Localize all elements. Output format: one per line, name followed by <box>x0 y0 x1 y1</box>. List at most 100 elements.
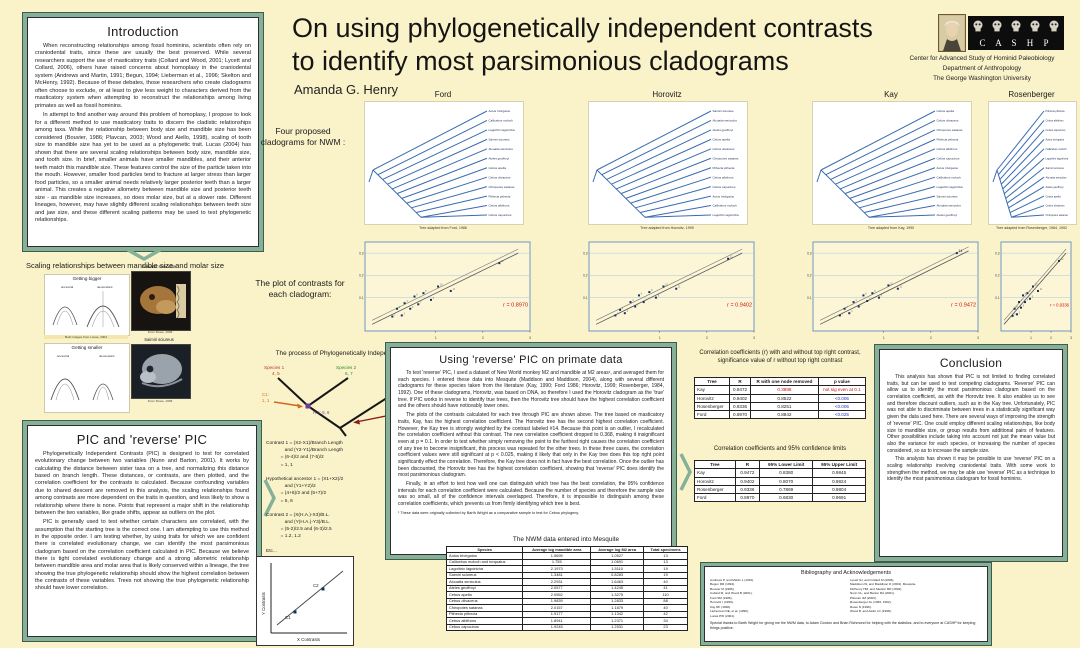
process-formulas: Contrast 1 = (X2-X1)/Branch Length and (… <box>266 441 344 554</box>
author-name: Amanda G. Henry <box>294 82 399 97</box>
table1-title: Correlation coefficients (r) with and wi… <box>699 350 861 364</box>
scaling-section-label: Scaling relationships between mandible s… <box>26 261 225 270</box>
svg-text:2: 2 <box>846 307 848 309</box>
svg-text:0.1: 0.1 <box>807 296 812 300</box>
svg-text:3: 3 <box>1070 336 1072 340</box>
table-cell: Horovitz <box>693 393 731 403</box>
getting-smaller-title: Getting smaller <box>71 345 103 350</box>
svg-text:r = 0.9336: r = 0.9336 <box>1050 303 1070 308</box>
svg-text:C1:: C1: <box>262 392 269 397</box>
svg-text:10: 10 <box>890 283 893 285</box>
bibliography-entry: Nunn CL, and Barton RA (2001). <box>850 591 895 596</box>
svg-text:2: 2 <box>1050 336 1052 340</box>
table-cell: 0.9402 <box>734 476 761 486</box>
svg-text:Cebus apella: Cebus apella <box>713 138 731 142</box>
photo1-caption: From Rowe, 1996 <box>147 330 173 334</box>
table-cell: not sig even at 0.1 <box>817 385 867 395</box>
svg-text:Alouatta seniculus: Alouatta seniculus <box>937 204 962 208</box>
bibliography-entry: Wood B, and Aiello LC (1998). <box>850 609 892 614</box>
svg-text:Ateles geoffroyi: Ateles geoffroyi <box>1046 185 1064 189</box>
svg-text:9: 9 <box>433 298 435 300</box>
svg-text:3: 3 <box>627 311 629 313</box>
alouatta-photo <box>131 271 191 331</box>
svg-text:14: 14 <box>959 249 963 253</box>
portrait-logo <box>938 14 966 52</box>
svg-text:5: 5 <box>637 305 639 307</box>
svg-text:8: 8 <box>874 291 876 293</box>
pic-paragraph-2: PIC is generally used to test whether ce… <box>35 519 249 592</box>
conclusion-paragraph-1: This analysis has shown that PIC is not … <box>887 374 1055 454</box>
svg-text:H.A: 5, 6: H.A: 5, 6 <box>313 410 330 415</box>
table-header-cell: 95% Upper Limit <box>812 459 866 470</box>
svg-text:ancestral: ancestral <box>57 354 70 358</box>
cladogram-caption: Tree adapted from Kay, 1990 <box>867 226 915 230</box>
cladogram-caption: Tree adapted from Horovitz, 1999 <box>640 226 694 230</box>
getting-bigger-title: Getting bigger <box>72 276 102 281</box>
data-table: Tree R R with one node removed p value Kay 0.… <box>693 376 867 420</box>
table-cell: Ford <box>694 493 736 503</box>
table-header-cell: R <box>729 376 752 387</box>
svg-text:r = 0.9472: r = 0.9472 <box>951 303 976 309</box>
svg-text:Aotus trivirgatus: Aotus trivirgatus <box>713 194 735 198</box>
reverse-paragraph-2: The plots of the contrasts calculated fo… <box>398 412 664 479</box>
svg-text:2: 2 <box>399 307 401 309</box>
contrast-scatter-plot: 0.1 0.2 0.3 1 2 3 1 2 3 4 5 6 7 8 9 10 11 12 r = 0.9336 <box>988 238 1075 342</box>
getting-smaller-panel: Getting smaller ancestral descendant <box>44 343 130 413</box>
svg-text:7: 7 <box>1027 300 1029 302</box>
svg-text:4: 4 <box>406 301 408 303</box>
conclusion-box: Conclusion This analysis has shown that … <box>874 344 1068 562</box>
cladogram-panel: Saimiri sciureus Alouatta seniculus Ateles… <box>588 101 748 225</box>
correlation-table-2: Tree R 95% Lower Limit 95% Upper Limit Kay 0.… <box>694 459 866 503</box>
svg-text:Lagothrix lagotricha: Lagothrix lagotricha <box>713 213 740 217</box>
bibliography-entry: Maddison W, and Maddison D (2004). Mesqu… <box>850 582 917 587</box>
svg-text:0.3: 0.3 <box>359 251 364 255</box>
svg-text:Callicebus moloch: Callicebus moloch <box>1046 147 1068 151</box>
table-row: Horovitz 0.9402 0.8522 <0.005 <box>693 393 867 403</box>
table-cell: 1.2531 <box>590 623 645 632</box>
svg-text:5: 5 <box>1023 306 1025 308</box>
svg-text:8: 8 <box>1029 291 1031 293</box>
bibliography-entry: McHenry HM, and Skelton RR (1992). <box>850 586 903 591</box>
svg-text:Cebus apella: Cebus apella <box>1046 194 1062 198</box>
table-cell: 0.9472 <box>734 468 761 478</box>
svg-text:Aotus trivirgatus: Aotus trivirgatus <box>937 166 959 170</box>
table-cell: 0.9472 <box>729 385 752 395</box>
table-header-cell: p value <box>817 376 867 387</box>
photo2-title: Saimiri sciureus <box>144 337 174 342</box>
svg-text:3: 3 <box>404 313 406 315</box>
alouatta-skull-image <box>132 272 190 330</box>
svg-text:Aotus trivirgatus: Aotus trivirgatus <box>489 109 511 113</box>
table-cell: <0.025 <box>817 410 867 420</box>
table-header-cell: Tree <box>693 376 731 387</box>
svg-text:Cebus albifrons: Cebus albifrons <box>937 147 958 151</box>
portrait-icon <box>940 16 964 51</box>
bibliography-title: Bibliography and Acknowledgements <box>801 570 891 576</box>
table-cell: 0.9336 <box>729 401 752 412</box>
pic-paragraph-1: Phylogenetically Independent Contrasts (… <box>35 451 249 516</box>
svg-text:Alouatta seniculus: Alouatta seniculus <box>489 147 514 151</box>
svg-text:7: 7 <box>420 302 422 304</box>
poster-title: On using phylogenetically independent co… <box>292 12 892 78</box>
svg-text:Chiropotes satanas: Chiropotes satanas <box>937 128 963 132</box>
table-cell: 0.9824 <box>812 476 866 486</box>
introduction-title: Introduction <box>107 24 179 39</box>
svg-text:Cebus albifrons: Cebus albifrons <box>713 175 734 179</box>
table-row: Rosenberger 0.9336 0.8251 <0.005 <box>693 401 867 412</box>
bibliography-entry: Begun DR (1994). <box>710 582 735 587</box>
svg-text:2: 2 <box>622 308 624 310</box>
bibliography-entry: Plavcan JM (2003). <box>850 595 877 600</box>
table-cell: <0.005 <box>817 401 867 412</box>
svg-text:0.1: 0.1 <box>583 296 588 300</box>
table-cell: 0.9336 <box>734 484 761 495</box>
svg-text:Alouatta seniculus: Alouatta seniculus <box>713 119 738 123</box>
cashp-letters: C A S H P <box>979 38 1052 48</box>
svg-text:1: 1 <box>617 313 619 315</box>
svg-text:11: 11 <box>900 287 903 289</box>
bibliography-entry: Kay RF (1990). <box>710 604 731 609</box>
saimiri-skull-image <box>132 345 190 398</box>
table-cell: 0.8970 <box>734 493 761 503</box>
svg-text:Cebus albifrons: Cebus albifrons <box>489 204 510 208</box>
bibliography-entry: Andrews P, and Martin L (1991). <box>710 578 755 582</box>
svg-text:descendant: descendant <box>97 285 113 289</box>
svg-text:3: 3 <box>753 336 755 340</box>
